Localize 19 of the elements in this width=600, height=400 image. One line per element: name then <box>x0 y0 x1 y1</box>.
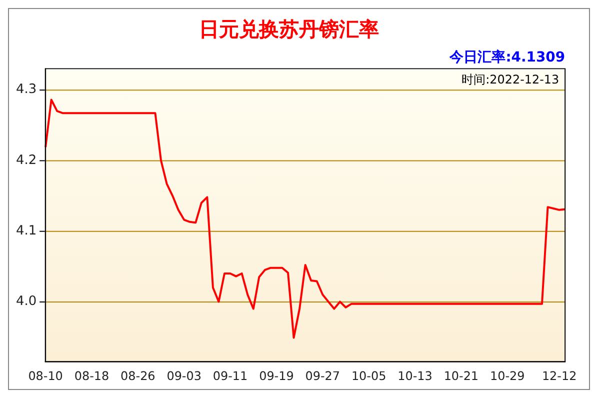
x-tick-label: 09-03 <box>166 368 202 383</box>
chart-title: 日元兑换苏丹镑汇率 <box>198 18 380 42</box>
x-tick-label: 09-19 <box>259 368 294 383</box>
y-tick-label: 4.0 <box>16 294 37 310</box>
x-tick-label: 10-13 <box>398 368 432 383</box>
y-tick-label: 4.2 <box>16 152 37 168</box>
annotation: 时间:2022-12-13 <box>462 72 560 87</box>
x-tick-label: 10-29 <box>490 368 525 383</box>
x-tick-label: 10-21 <box>444 368 479 383</box>
x-tick-label: 09-27 <box>305 368 340 383</box>
x-tick-label: 08-18 <box>74 368 110 383</box>
x-tick-label: 08-10 <box>28 368 63 383</box>
y-tick-label: 4.1 <box>16 223 37 238</box>
x-tick-label: 10-05 <box>351 368 386 383</box>
y-tick-label: 4.3 <box>16 82 37 98</box>
x-tick-label: 08-26 <box>120 368 156 383</box>
text: 今日汇率:4.1309 <box>448 48 566 66</box>
x-tick-label: 09-11 <box>212 368 248 383</box>
x-tick-label: 12-12 <box>542 368 577 383</box>
